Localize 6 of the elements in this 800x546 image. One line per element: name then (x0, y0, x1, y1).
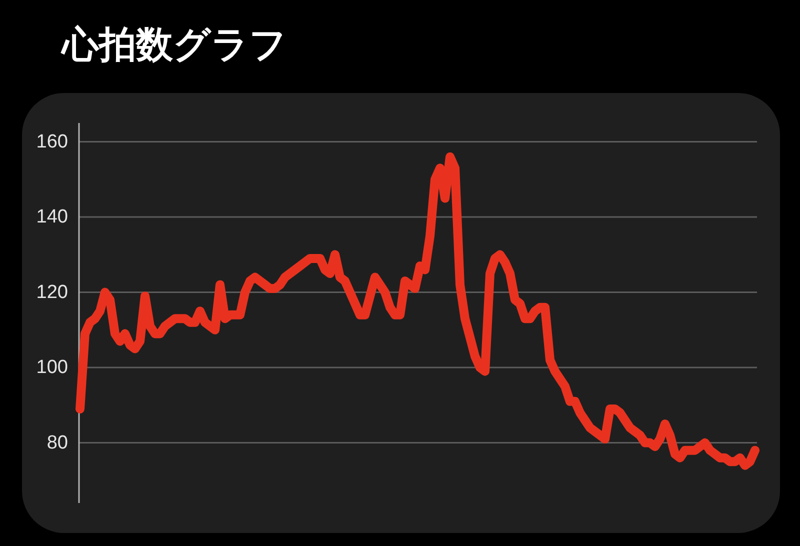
y-tick-label: 80 (46, 432, 68, 454)
y-tick-label: 140 (36, 206, 68, 228)
y-tick-label: 120 (36, 282, 68, 303)
chart-title: 心拍数グラフ (60, 24, 287, 65)
y-tick-label: 100 (36, 357, 68, 378)
y-tick-label: 160 (36, 131, 68, 152)
